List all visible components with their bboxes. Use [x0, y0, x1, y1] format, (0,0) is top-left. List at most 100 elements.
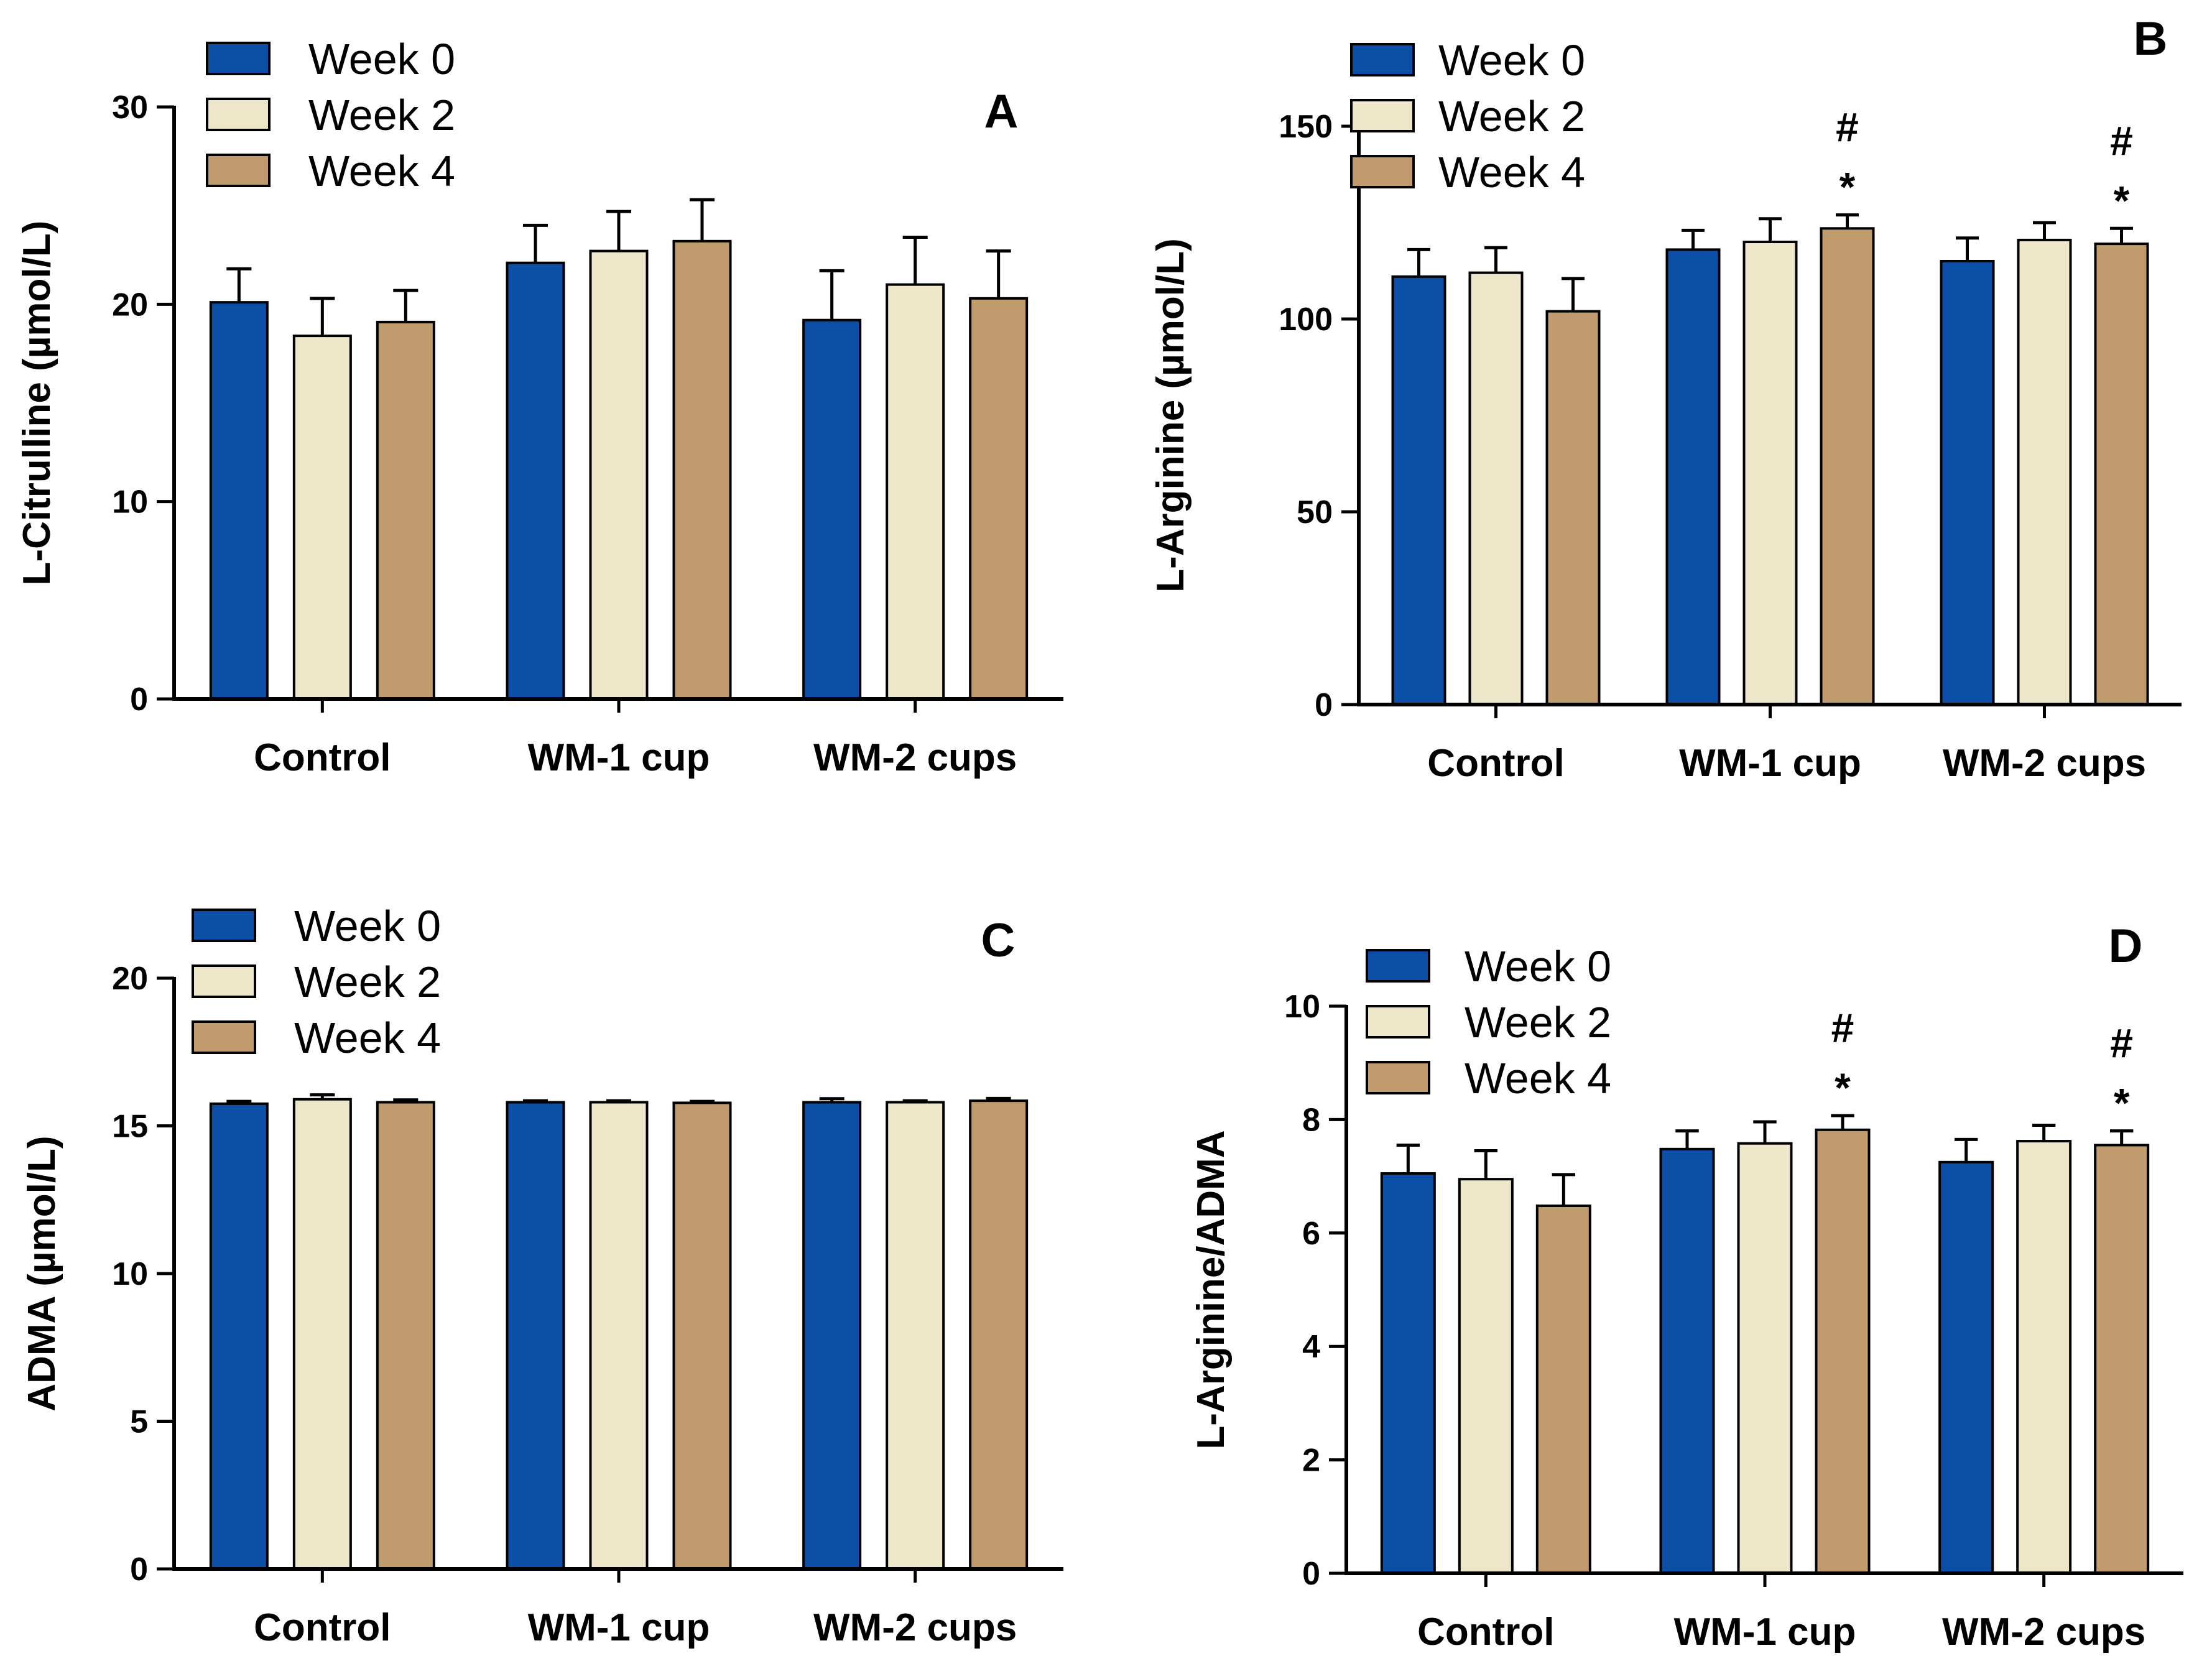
bar-b-wm-2-cups-week-0	[1940, 260, 1995, 706]
category-label-d-wm-1-cup: WM-1 cup	[1674, 1611, 1856, 1654]
category-label-b-control: Control	[1427, 742, 1564, 785]
sig-hash-d-wm-2-cups: #	[2110, 1020, 2133, 1066]
sig-star-d-wm-2-cups: *	[2114, 1080, 2130, 1126]
chart-b-svg: Control WM-1 cup WM-2 cups # * # * 0 50 100 150 L-A…	[1149, 12, 2182, 785]
bar-b-wm-2-cups-week-4	[2094, 243, 2149, 706]
bar-d-wm-2-cups-week-0	[1938, 1160, 1994, 1575]
y-tick-label-c-0: 0	[130, 1552, 148, 1588]
legend-label-d-week-0: Week 0	[1465, 942, 1611, 991]
y-tick-label-b-0: 0	[1315, 687, 1333, 723]
legend-label-c-week-2: Week 2	[294, 958, 441, 1006]
category-label-a-wm-2-cups: WM-2 cups	[813, 736, 1017, 779]
bar-a-wm-2-cups-week-2	[886, 283, 945, 701]
y-tick-label-a-1: 10	[112, 484, 148, 520]
bar-b-wm-1-cup-week-2	[1742, 241, 1798, 706]
y-tick-label-d-2: 4	[1302, 1329, 1320, 1365]
category-label-d-control: Control	[1417, 1611, 1554, 1654]
bar-b-control-week-4	[1545, 310, 1601, 706]
legend-swatch-b-week-4	[1350, 155, 1415, 188]
y-tick-label-a-0: 0	[130, 682, 148, 718]
panel-letter-a: A	[984, 85, 1019, 138]
y-axis-title-a: L-Citrulline (µmol/L)	[16, 221, 58, 586]
bar-d-control-week-0	[1380, 1172, 1436, 1575]
legend-label-b-week-2: Week 2	[1438, 92, 1585, 141]
legend-swatch-c-week-4	[192, 1020, 256, 1054]
sig-hash-b-wm-2-cups: #	[2110, 118, 2133, 164]
legend-label-d-week-2: Week 2	[1465, 998, 1611, 1047]
category-label-d-wm-2-cups: WM-2 cups	[1942, 1611, 2145, 1654]
legend-swatch-a-week-4	[206, 154, 271, 187]
legend-label-d-week-4: Week 4	[1465, 1054, 1611, 1103]
bar-d-wm-1-cup-week-0	[1659, 1147, 1715, 1575]
sig-star-b-wm-1-cup: *	[1839, 164, 1856, 210]
bar-c-wm-1-cup-week-0	[506, 1101, 565, 1570]
bar-b-control-week-2	[1468, 271, 1524, 706]
bar-a-wm-1-cup-week-4	[672, 239, 732, 700]
y-tick-label-b-2: 100	[1279, 302, 1333, 338]
bar-b-wm-1-cup-week-0	[1665, 248, 1721, 706]
y-tick-label-d-4: 8	[1302, 1102, 1320, 1138]
y-axis-title-d: L-Arginine/ADMA	[1190, 1130, 1233, 1449]
panel-a: Control WM-1 cup WM-2 cups 0 10 20 30 L-Citrull…	[0, 0, 1106, 827]
bar-a-wm-2-cups-week-4	[969, 297, 1029, 700]
bar-a-wm-1-cup-week-2	[589, 249, 649, 700]
panel-letter-c: C	[981, 914, 1016, 967]
legend-swatch-a-week-2	[206, 98, 271, 131]
y-tick-label-a-3: 30	[112, 90, 148, 126]
y-tick-label-c-1: 5	[130, 1404, 148, 1440]
legend-swatch-c-week-2	[192, 964, 256, 998]
y-tick-label-d-1: 2	[1302, 1443, 1320, 1479]
y-tick-label-d-0: 0	[1302, 1556, 1320, 1592]
sig-hash-b-wm-1-cup: #	[1836, 104, 1859, 150]
legend-label-b-week-0: Week 0	[1438, 36, 1585, 85]
category-label-a-control: Control	[254, 736, 391, 779]
bar-a-control-week-4	[376, 320, 435, 700]
legend-swatch-d-week-4	[1366, 1061, 1430, 1094]
chart-d-svg: Control WM-1 cup WM-2 cups # * # * 0 2 4 6 8 10 L-Arg…	[1190, 920, 2183, 1654]
legend-swatch-a-week-0	[206, 42, 271, 75]
category-label-c-wm-2-cups: WM-2 cups	[813, 1606, 1017, 1649]
bar-d-control-week-4	[1535, 1205, 1591, 1575]
legend-swatch-c-week-0	[192, 909, 256, 942]
y-tick-label-b-1: 50	[1297, 494, 1333, 530]
legend-label-b-week-4: Week 4	[1438, 148, 1585, 197]
bar-a-control-week-2	[292, 335, 352, 700]
bar-c-control-week-2	[292, 1098, 352, 1570]
bar-a-wm-1-cup-week-0	[506, 261, 565, 700]
bar-b-control-week-0	[1391, 275, 1446, 706]
category-label-b-wm-2-cups: WM-2 cups	[1943, 742, 2146, 785]
bar-c-wm-2-cups-week-0	[802, 1101, 862, 1570]
legend-label-c-week-4: Week 4	[294, 1014, 441, 1062]
y-tick-label-b-3: 150	[1279, 109, 1333, 145]
panel-letter-b: B	[2134, 12, 2168, 65]
y-axis-title-c: ADMA (µmol/L)	[21, 1136, 63, 1411]
category-label-a-wm-1-cup: WM-1 cup	[528, 736, 710, 779]
y-tick-label-d-5: 10	[1284, 989, 1320, 1025]
y-tick-label-d-3: 6	[1302, 1216, 1320, 1252]
y-axis-title-b: L-Arginine (µmol/L)	[1149, 238, 1192, 593]
sig-star-d-wm-1-cup: *	[1835, 1065, 1851, 1111]
y-tick-label-a-2: 20	[112, 287, 148, 323]
panel-d: Control WM-1 cup WM-2 cups # * # * 0 2 4 6 8 10 L-Arg…	[1106, 827, 2212, 1656]
bar-c-wm-1-cup-week-4	[672, 1101, 732, 1570]
legend-label-c-week-0: Week 0	[294, 902, 441, 950]
legend-label-a-week-2: Week 2	[308, 91, 455, 139]
bar-d-wm-2-cups-week-4	[2094, 1144, 2150, 1575]
bar-c-wm-2-cups-week-4	[969, 1099, 1029, 1570]
legend-swatch-b-week-0	[1350, 43, 1415, 76]
bar-c-control-week-4	[376, 1101, 435, 1570]
bar-a-wm-2-cups-week-0	[802, 318, 862, 700]
legend-label-a-week-0: Week 0	[308, 35, 455, 83]
panel-b: Control WM-1 cup WM-2 cups # * # * 0 50 100 150 L-A…	[1106, 0, 2212, 827]
bar-a-control-week-0	[209, 301, 269, 701]
legend-swatch-d-week-0	[1366, 949, 1430, 983]
legend-swatch-b-week-2	[1350, 99, 1415, 132]
bar-c-wm-2-cups-week-2	[886, 1101, 945, 1570]
category-label-c-wm-1-cup: WM-1 cup	[528, 1606, 710, 1649]
bar-d-wm-1-cup-week-2	[1737, 1142, 1793, 1575]
sig-hash-d-wm-1-cup: #	[1831, 1005, 1854, 1051]
bar-c-control-week-0	[209, 1102, 269, 1570]
category-label-c-control: Control	[254, 1606, 391, 1649]
y-tick-label-c-4: 20	[112, 961, 148, 997]
